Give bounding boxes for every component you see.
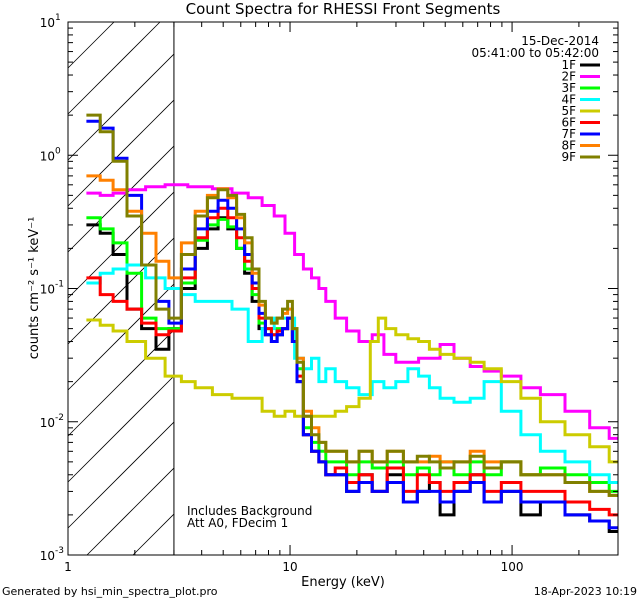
hatch-line-8 bbox=[67, 329, 175, 437]
footer-generated: Generated by hsi_min_spectra_plot.pro bbox=[2, 585, 218, 598]
y-tick-label-base--2: 10 bbox=[40, 416, 55, 430]
series-4f-line bbox=[86, 263, 618, 484]
legend-label-7f: 7F bbox=[561, 127, 576, 141]
y-axis-label: counts cm⁻² s⁻¹ keV⁻¹ bbox=[27, 217, 42, 360]
y-tick-label-base--3: 10 bbox=[40, 549, 55, 563]
hatch-line-1 bbox=[67, 21, 161, 115]
legend-label-5f: 5F bbox=[561, 104, 576, 118]
hatch-line-2 bbox=[67, 53, 175, 161]
hatch-line-10 bbox=[67, 421, 175, 529]
series-5f-line bbox=[86, 316, 618, 464]
series-group bbox=[86, 113, 618, 533]
y-tick-label-exp-0: 0 bbox=[55, 146, 61, 156]
x-tick-label-1: 1 bbox=[64, 560, 72, 574]
y-tick-label-exp-1: 1 bbox=[55, 13, 61, 23]
x-axis-label: Energy (keV) bbox=[301, 575, 385, 590]
legend-label-8f: 8F bbox=[561, 139, 576, 153]
y-tick-label-exp--2: -2 bbox=[55, 413, 64, 423]
hatch-line-12 bbox=[132, 513, 175, 556]
legend-label-1f: 1F bbox=[561, 58, 576, 72]
y-tick-label-base-0: 10 bbox=[40, 149, 55, 163]
series-9f-line bbox=[86, 113, 618, 497]
y-tick-label-base-1: 10 bbox=[40, 16, 55, 30]
hatch-line-5 bbox=[67, 191, 175, 299]
hatch-line-11 bbox=[86, 467, 175, 556]
legend-label-6f: 6F bbox=[561, 116, 576, 130]
hatch-line-4 bbox=[67, 145, 175, 253]
hatch-line-9 bbox=[67, 375, 175, 483]
chart-title: Count Spectra for RHESSI Front Segments bbox=[186, 0, 501, 18]
y-tick-label-exp--3: -3 bbox=[55, 546, 64, 556]
hatch-line-3 bbox=[67, 99, 175, 207]
y-tick-label-base--1: 10 bbox=[40, 283, 55, 297]
legend-label-9f: 9F bbox=[561, 150, 576, 164]
legend-label-3f: 3F bbox=[561, 81, 576, 95]
background-note: Includes Background bbox=[187, 504, 312, 518]
legend-label-2f: 2F bbox=[561, 70, 576, 84]
footer-timestamp: 18-Apr-2023 10:19 bbox=[534, 585, 637, 598]
hatch-line-0 bbox=[67, 21, 115, 69]
attenuator-note: Att A0, FDecim 1 bbox=[187, 516, 288, 530]
x-tick-label-100: 100 bbox=[501, 560, 524, 574]
legend-label-4f: 4F bbox=[561, 93, 576, 107]
excluded-region-hatch bbox=[67, 21, 175, 556]
date-label: 15-Dec-2014 bbox=[521, 34, 599, 48]
time-range-label: 05:41:00 to 05:42:00 bbox=[472, 46, 599, 60]
x-tick-label-10: 10 bbox=[282, 560, 297, 574]
y-tick-label-exp--1: -1 bbox=[55, 280, 64, 290]
